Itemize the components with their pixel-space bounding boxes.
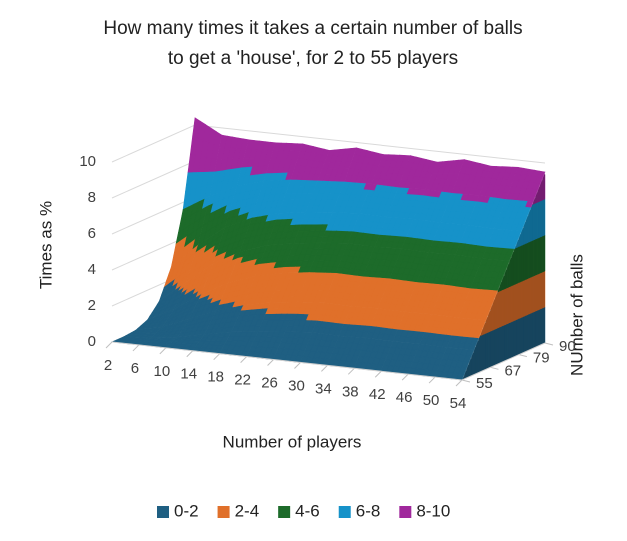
x-tick [159, 347, 167, 355]
x-tick [401, 373, 409, 381]
z-tick-label: 79 [533, 350, 550, 367]
x-tick [186, 350, 194, 358]
z-tick-label: 67 [504, 362, 521, 379]
x-tick [455, 379, 463, 387]
x-tick-label: 26 [261, 375, 278, 392]
legend-swatch [338, 506, 351, 518]
legend-label: 6-8 [356, 501, 381, 520]
x-tick-label: 34 [315, 380, 332, 397]
x-tick [347, 367, 355, 375]
x-tick [132, 344, 140, 352]
x-tick-label: 50 [423, 392, 440, 409]
z-tick [490, 366, 499, 370]
x-tick [213, 353, 221, 361]
legend-label: 8-10 [416, 501, 450, 520]
legend-swatch [278, 506, 291, 518]
z-tick [544, 342, 554, 346]
z-tick-label: 90 [559, 338, 576, 355]
y-tick-label: 10 [79, 153, 96, 170]
x-axis-title: Number of players [223, 432, 362, 451]
surface [110, 117, 546, 381]
x-tick-label: 22 [234, 372, 251, 389]
legend-swatch [157, 506, 169, 518]
x-tick [294, 362, 301, 369]
x-tick [267, 359, 274, 366]
x-tick-label: 10 [154, 363, 171, 380]
x-tick-label: 38 [342, 383, 359, 400]
legend-swatch [217, 506, 230, 518]
x-tick [374, 370, 382, 378]
z-tick [518, 354, 528, 358]
x-tick-label: 42 [369, 386, 386, 403]
x-tick-label: 2 [104, 357, 112, 374]
y-axis-title: Times as % [36, 201, 55, 289]
x-tick [428, 376, 436, 384]
z-tick [461, 379, 471, 383]
z-axis-title: NUmber of balls [567, 254, 586, 376]
legend: 0-2 2-4 4-6 6-8 8-10 [157, 501, 450, 520]
side-cell [542, 174, 546, 201]
x-tick-label: 14 [180, 366, 197, 383]
chart-title: to get a 'house', for 2 to 55 players [168, 48, 458, 69]
chart-title: How many times it takes a certain number… [103, 18, 522, 39]
y-tick-label: 8 [88, 189, 96, 206]
y-tick-label: 4 [88, 261, 96, 278]
x-tick [321, 365, 328, 372]
floor-edge [111, 341, 546, 381]
x-tick-label: 30 [288, 377, 305, 394]
x-tick-label: 18 [207, 369, 224, 386]
x-tick-label: 46 [396, 389, 413, 406]
legend-label: 4-6 [295, 501, 320, 520]
legend-swatch [399, 506, 412, 518]
x-tick-label: 6 [131, 360, 139, 377]
legend-label: 0-2 [174, 501, 199, 520]
y-tick-label: 0 [88, 333, 96, 350]
y-tick-label: 2 [88, 297, 96, 314]
x-tick-label: 54 [450, 395, 467, 412]
legend-label: 2-4 [235, 501, 260, 520]
y-tick-label: 6 [88, 225, 96, 242]
z-tick-label: 55 [476, 375, 493, 392]
x-tick [240, 356, 247, 363]
x-tick [105, 341, 113, 349]
